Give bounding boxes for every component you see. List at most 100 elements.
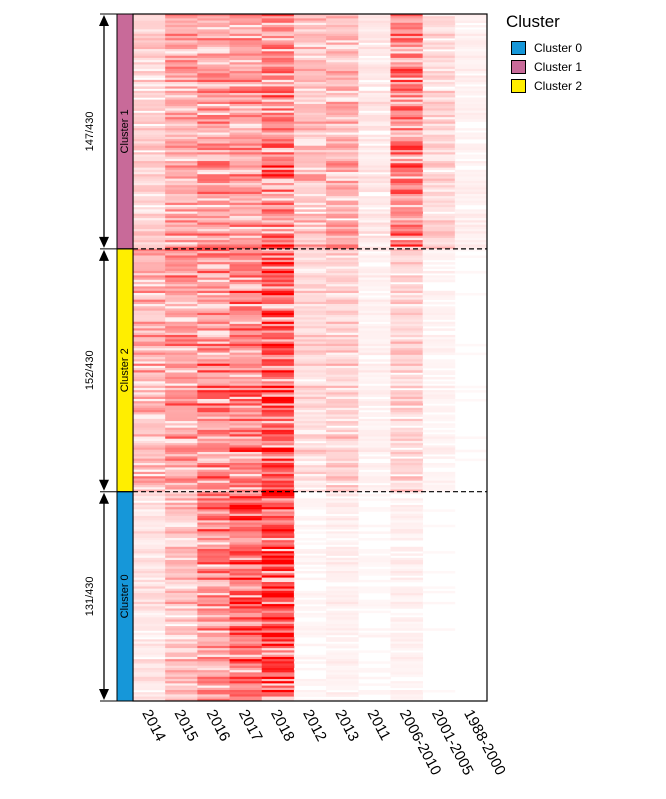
heatmap-cell <box>422 337 456 340</box>
heatmap-cell <box>133 601 166 605</box>
heatmap-cell <box>197 458 230 462</box>
heatmap-cell <box>358 385 391 389</box>
heatmap-cell <box>390 661 424 664</box>
heatmap-cell <box>293 295 327 298</box>
heatmap-cell <box>390 343 424 347</box>
heatmap-cell <box>326 630 359 633</box>
heatmap-cell <box>293 683 327 686</box>
heatmap-cell <box>133 334 166 338</box>
heatmap-cell <box>293 346 327 349</box>
heatmap-cell <box>358 440 391 444</box>
heatmap-cell <box>293 595 327 598</box>
heatmap-cell <box>165 676 198 680</box>
heatmap-cell <box>390 368 424 371</box>
heatmap-cell <box>422 244 456 247</box>
heatmap-cell <box>358 398 391 402</box>
heatmap-cell <box>261 394 295 398</box>
heatmap-cell <box>133 193 166 197</box>
heatmap-cell <box>229 62 263 65</box>
heatmap-cell <box>197 533 230 537</box>
heatmap-cell <box>133 573 166 576</box>
heatmap-cell <box>133 93 166 96</box>
heatmap-cell <box>261 275 295 278</box>
heatmap-cell <box>197 315 230 318</box>
heatmap-cell <box>261 152 295 155</box>
heatmap-cell <box>326 637 359 640</box>
heatmap-cell <box>422 590 456 594</box>
heatmap-cell <box>454 248 488 252</box>
heatmap-cell <box>229 273 263 276</box>
heatmap-cell <box>293 352 327 356</box>
heatmap-cell <box>197 535 230 539</box>
heatmap-cell <box>197 566 230 570</box>
heatmap-cell <box>229 661 263 664</box>
heatmap-cell <box>229 451 263 455</box>
heatmap-cell <box>390 79 424 83</box>
heatmap-cell <box>261 24 295 28</box>
heatmap-cell <box>293 557 327 561</box>
heatmap-cell <box>293 121 327 125</box>
heatmap-cell <box>229 612 263 616</box>
heatmap-cell <box>229 634 263 638</box>
heatmap-cell <box>229 403 263 406</box>
heatmap-cell <box>326 350 359 353</box>
heatmap-cell <box>133 147 166 151</box>
heatmap-cell <box>197 405 230 409</box>
heatmap-cell <box>261 617 295 620</box>
heatmap-cell <box>422 447 456 451</box>
heatmap-cell <box>293 290 327 294</box>
heatmap-cell <box>261 211 295 215</box>
heatmap-cell <box>261 110 295 114</box>
heatmap-cell <box>133 337 166 340</box>
heatmap-cell <box>390 134 424 138</box>
heatmap-cell <box>358 60 391 63</box>
heatmap-cell <box>454 213 488 217</box>
heatmap-cell <box>197 93 230 96</box>
heatmap-cell <box>197 16 230 19</box>
legend-label: Cluster 0 <box>534 40 583 55</box>
heatmap-cell <box>293 90 327 94</box>
heatmap-cell <box>293 169 327 173</box>
heatmap-cell <box>261 156 295 160</box>
heatmap-cell <box>326 79 359 83</box>
heatmap-cell <box>133 471 166 475</box>
heatmap-cell <box>358 692 391 695</box>
heatmap-cell <box>454 86 488 89</box>
heatmap-cell <box>133 582 166 585</box>
heatmap-cell <box>197 288 230 292</box>
heatmap-cell <box>229 240 263 243</box>
heatmap-cell <box>454 449 488 453</box>
heatmap-cell <box>358 24 391 28</box>
heatmap-cell <box>261 114 295 118</box>
heatmap-cell <box>229 42 263 46</box>
heatmap-cell <box>165 185 198 188</box>
heatmap-cell <box>326 463 359 466</box>
heatmap-cell <box>133 476 166 479</box>
heatmap-cell <box>326 562 359 565</box>
heatmap-cell <box>165 670 198 673</box>
heatmap-cell <box>197 661 230 664</box>
heatmap-cell <box>229 597 263 600</box>
heatmap-cell <box>261 586 295 589</box>
heatmap-cell <box>165 504 198 508</box>
heatmap-cell <box>229 308 263 311</box>
heatmap-cell <box>454 169 488 173</box>
heatmap-cell <box>133 432 166 435</box>
heatmap-cell <box>454 14 488 17</box>
heatmap-cell <box>422 75 456 78</box>
heatmap-cell <box>390 670 424 673</box>
heatmap-cell <box>197 542 230 545</box>
heatmap-cell <box>165 156 198 160</box>
heatmap-cell <box>358 332 391 336</box>
heatmap-cell <box>165 432 198 435</box>
heatmap-cell <box>197 546 230 550</box>
heatmap-cell <box>197 350 230 353</box>
heatmap-cell <box>197 268 230 272</box>
heatmap-cell <box>261 172 295 175</box>
heatmap-cell <box>293 132 327 136</box>
heatmap-cell <box>390 359 424 362</box>
heatmap-cell <box>165 698 198 702</box>
heatmap-cell <box>293 233 327 236</box>
heatmap-cell <box>422 308 456 311</box>
heatmap-cell <box>390 601 424 605</box>
